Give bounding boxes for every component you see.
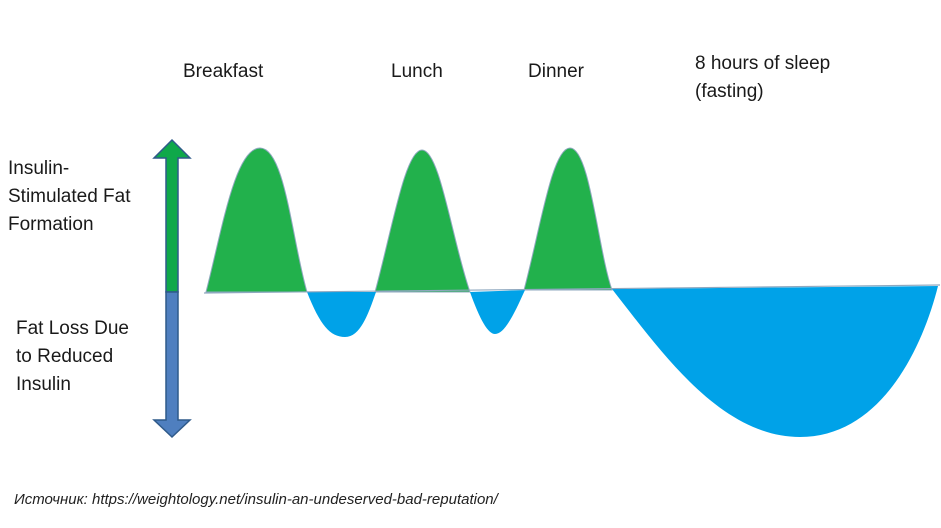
arrow-up-head	[152, 138, 192, 293]
sleep-label: 8 hours of sleep (fasting)	[695, 53, 831, 102]
dinner-label: Dinner	[528, 61, 584, 82]
vertical-double-arrow	[152, 138, 192, 439]
fat-formation-label: Insulin- Stimulated Fat Formation	[8, 158, 131, 235]
breakfast-label: Breakfast	[183, 61, 264, 82]
lunch-spike	[374, 149, 471, 293]
post-lunch-dip	[470, 290, 525, 334]
post-breakfast-dip	[307, 292, 376, 337]
breakfast-spike	[205, 147, 308, 293]
baseline	[203, 284, 941, 294]
dinner-spike	[523, 147, 613, 291]
arrow-down-head	[152, 291, 192, 439]
fat-loss-label: Fat Loss Due to Reduced Insulin	[16, 318, 129, 395]
lunch-label: Lunch	[391, 61, 443, 82]
source-caption: Источник: https://weightology.net/insuli…	[14, 491, 498, 508]
sleep-dip	[612, 286, 938, 437]
